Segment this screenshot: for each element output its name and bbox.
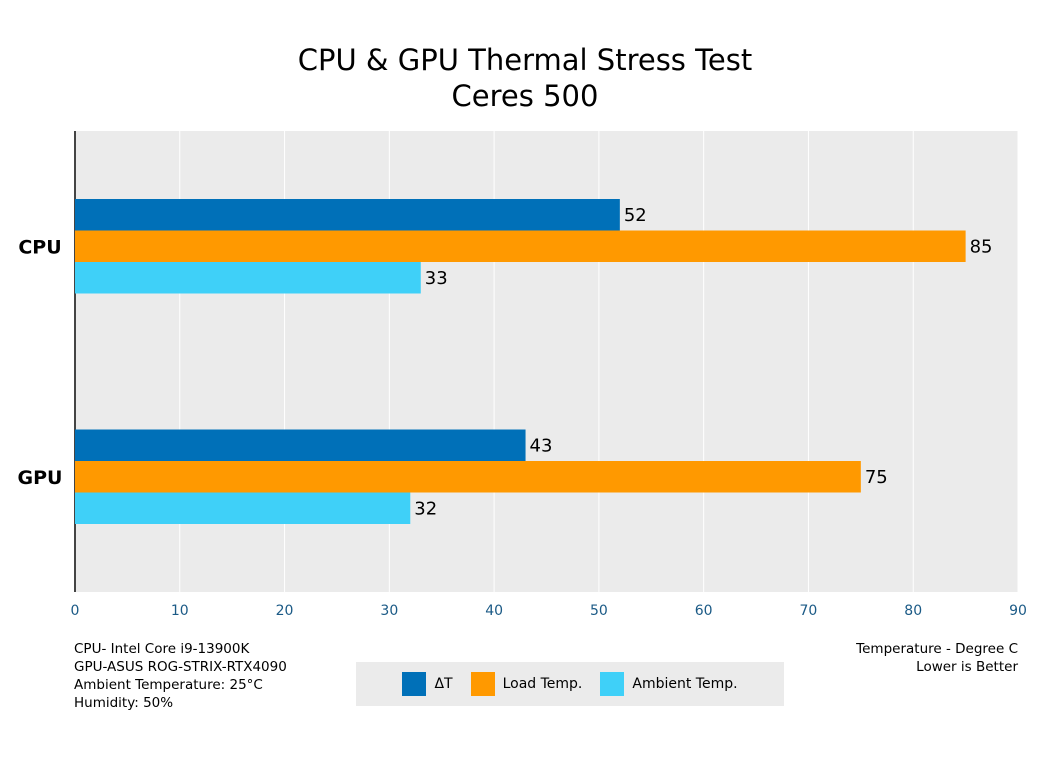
legend-item-load-temp: Load Temp. — [470, 672, 583, 696]
bar-gpu-2 — [75, 492, 411, 524]
category-label-gpu: GPU — [18, 467, 63, 489]
legend: ΔT Load Temp. Ambient Temp. — [356, 662, 784, 706]
bar-gpu-0 — [75, 429, 526, 461]
x-tick-label: 80 — [904, 603, 922, 619]
x-tick-label: 0 — [71, 603, 80, 619]
legend-item-delta-t: ΔT — [402, 672, 453, 696]
x-tick-label: 90 — [1009, 603, 1027, 619]
x-axis-note: Lower is Better — [916, 659, 1018, 675]
data-label: 85 — [970, 236, 993, 257]
x-tick-label: 60 — [695, 603, 713, 619]
chart-subtitle: Ceres 500 — [452, 79, 599, 113]
axis-notes: Temperature - Degree C Lower is Better — [856, 640, 1018, 676]
ambient-note: Ambient Temperature: 25°C — [74, 677, 263, 693]
data-label: 32 — [414, 498, 437, 519]
data-label: 52 — [624, 205, 647, 226]
category-label-cpu: CPU — [18, 236, 61, 258]
bar-cpu-2 — [75, 262, 421, 294]
x-axis-title: Temperature - Degree C — [856, 641, 1018, 657]
data-label: 33 — [425, 268, 448, 289]
legend-swatch-load-temp — [470, 672, 495, 696]
x-tick-label: 40 — [485, 603, 503, 619]
chart-title: CPU & GPU Thermal Stress Test — [298, 43, 753, 77]
data-label: 43 — [530, 435, 553, 456]
cpu-note: CPU- Intel Core i9-13900K — [74, 641, 250, 657]
legend-swatch-delta-t — [402, 672, 427, 696]
legend-label-load-temp: Load Temp. — [502, 676, 583, 692]
x-tick-label: 30 — [380, 603, 398, 619]
data-label: 75 — [865, 467, 888, 488]
test-setup-notes: CPU- Intel Core i9-13900K GPU-ASUS ROG-S… — [74, 640, 287, 712]
bar-cpu-0 — [75, 199, 620, 231]
legend-label-delta-t: ΔT — [434, 676, 453, 692]
x-tick-label: 10 — [171, 603, 189, 619]
x-tick-label: 70 — [800, 603, 818, 619]
gpu-note: GPU-ASUS ROG-STRIX-RTX4090 — [74, 659, 287, 675]
bar-cpu-1 — [75, 230, 966, 262]
legend-swatch-ambient-temp — [600, 672, 625, 696]
x-tick-label: 50 — [590, 603, 608, 619]
legend-item-ambient-temp: Ambient Temp. — [600, 672, 738, 696]
humidity-note: Humidity: 50% — [74, 695, 174, 711]
x-tick-label: 20 — [276, 603, 294, 619]
bar-gpu-1 — [75, 461, 861, 493]
legend-label-ambient-temp: Ambient Temp. — [632, 676, 738, 692]
